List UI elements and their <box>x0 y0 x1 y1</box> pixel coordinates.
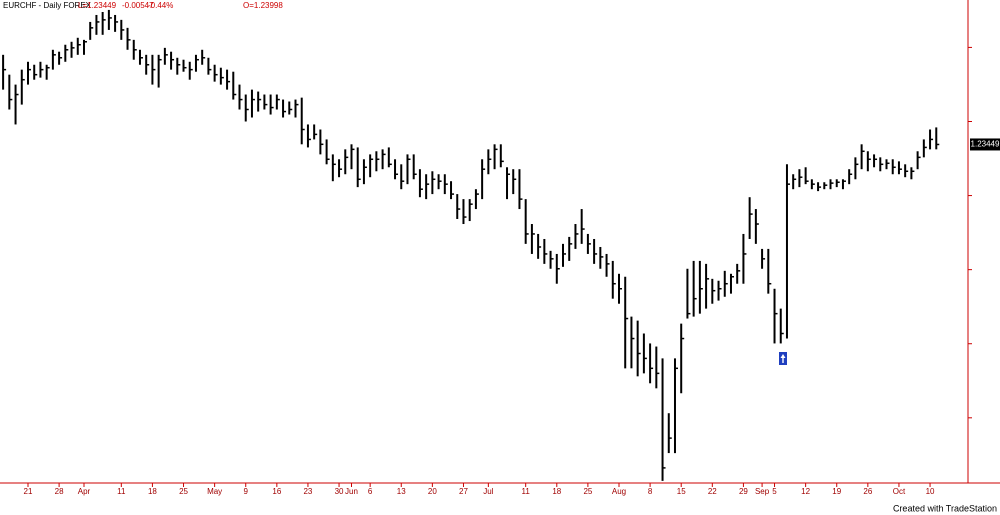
x-tick-label: Apr <box>78 487 91 496</box>
x-tick-label: 18 <box>148 487 157 496</box>
x-tick-label: 13 <box>397 487 406 496</box>
x-tick-label: 18 <box>552 487 561 496</box>
last-price-box <box>970 138 1000 151</box>
x-tick-label: 30 <box>335 487 344 496</box>
x-tick-label: 23 <box>303 487 312 496</box>
x-tick-label: 25 <box>179 487 188 496</box>
x-tick-label: Aug <box>612 487 626 496</box>
x-tick-label: 25 <box>583 487 592 496</box>
open-label: O=1.23998 <box>243 1 283 10</box>
pct-label: -0.44% <box>148 1 173 10</box>
x-tick-label: 20 <box>428 487 437 496</box>
signal-arrow <box>780 354 786 363</box>
x-tick-label: 11 <box>117 487 126 496</box>
x-tick-label: 21 <box>24 487 33 496</box>
x-tick-label: Jul <box>483 487 493 496</box>
x-tick-label: 26 <box>863 487 872 496</box>
x-tick-label: 12 <box>801 487 810 496</box>
x-tick-label: Jun <box>345 487 358 496</box>
x-tick-label: 28 <box>55 487 64 496</box>
x-tick-label: 5 <box>772 487 777 496</box>
x-tick-label: 9 <box>244 487 249 496</box>
x-tick-label: 6 <box>368 487 373 496</box>
x-tick-label: 16 <box>272 487 281 496</box>
x-tick-label: Oct <box>893 487 906 496</box>
x-tick-label: 19 <box>832 487 841 496</box>
x-tick-label: Sep <box>755 487 770 496</box>
bars <box>2 9 940 481</box>
footer: Created with TradeStation <box>893 503 997 513</box>
signal-marker <box>779 352 787 365</box>
last-label: L=1.23449 <box>78 1 117 10</box>
x-tick-label: 8 <box>648 487 653 496</box>
x-tick-label: 27 <box>459 487 468 496</box>
x-tick-label: 11 <box>522 487 531 496</box>
x-tick-label: 22 <box>708 487 717 496</box>
x-tick-label: May <box>207 487 222 496</box>
symbol-label: EURCHF - Daily FOREX <box>3 1 92 10</box>
last-price-label: 1.23449 <box>971 140 1000 149</box>
x-tick-label: 29 <box>739 487 748 496</box>
change-label: -0.00547 <box>122 1 154 10</box>
x-tick-label: 10 <box>926 487 935 496</box>
x-tick-label: 15 <box>677 487 686 496</box>
